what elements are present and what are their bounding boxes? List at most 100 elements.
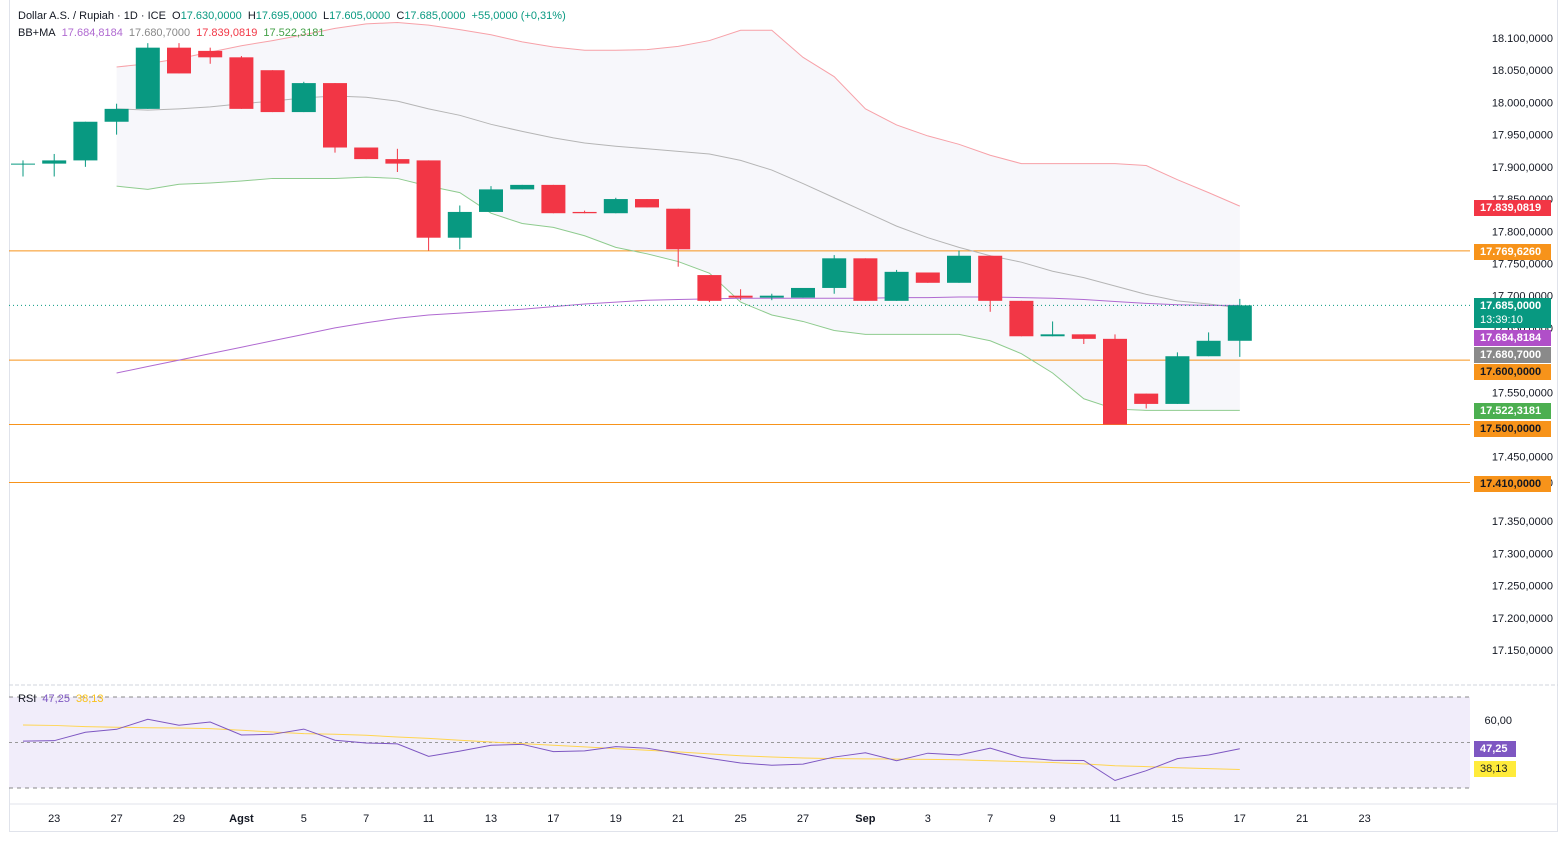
rsi-ma-value: 38,13 [76, 693, 104, 705]
candle-body [167, 47, 191, 74]
support-410-tag: 17.410,0000 [1474, 476, 1551, 492]
x-tick-label: 19 [610, 813, 622, 825]
x-tick-label: 15 [1171, 813, 1183, 825]
x-tick-label: Agst [229, 813, 254, 825]
x-tick-label: 7 [363, 813, 369, 825]
x-tick-label: 11 [1109, 813, 1120, 825]
high-value: 17.695,0000 [255, 10, 317, 22]
y-tick-label: 18.100,0000 [1492, 33, 1553, 45]
chart-frame [9, 0, 1558, 832]
rsi-band-fill [9, 697, 1470, 788]
x-tick-label: 27 [797, 813, 809, 825]
candle-body [323, 83, 347, 148]
candle-body [1134, 393, 1159, 404]
rsi-tag: 47,25 [1474, 741, 1516, 757]
candle-body [447, 211, 472, 238]
ma-tag: 17.684,8184 [1474, 330, 1551, 346]
rsi-value: 47,25 [42, 693, 70, 705]
y-tick-label: 17.250,0000 [1492, 581, 1553, 593]
change-value: +55,0000 (+0,31%) [471, 10, 566, 22]
last-price-value: 17.685,0000 [1480, 300, 1542, 312]
symbol-legend: Dollar A.S. / Rupiah · 1D · ICE O17.630,… [18, 10, 569, 22]
y-tick-label: 18.050,0000 [1492, 65, 1553, 77]
open-label: O [172, 10, 181, 22]
x-tick-label: 11 [423, 813, 434, 825]
ma-line [116, 296, 1240, 374]
candle-body [1009, 300, 1034, 337]
candle-body [1071, 334, 1096, 339]
candle-body [1040, 334, 1065, 337]
bb-basis-value: 17.680,7000 [128, 27, 191, 39]
candle-body [229, 57, 254, 109]
y-tick-label: 18.000,0000 [1492, 97, 1553, 109]
y-tick-label: 17.800,0000 [1492, 226, 1553, 238]
rsi-legend: RSI 47,25 38,13 [18, 693, 107, 705]
rsi-ma-line [22, 724, 1240, 771]
bb-label[interactable]: BB+MA [18, 27, 56, 39]
x-tick-label: 7 [987, 813, 993, 825]
countdown-value: 13:39:10 [1480, 314, 1523, 326]
y-tick-label: 17.350,0000 [1492, 516, 1553, 528]
upper-band-tag: 17.839,0819 [1474, 200, 1551, 216]
candle-body [354, 147, 379, 160]
rsi-ma-tag: 38,13 [1474, 761, 1516, 777]
bb-upper-line [116, 22, 1240, 207]
x-tick-label: 23 [1358, 813, 1370, 825]
close-value: 17.685,0000 [404, 10, 466, 22]
x-tick-label: 17 [1234, 813, 1246, 825]
rsi-tick-label: 60,00 [1484, 715, 1512, 727]
support-600-tag: 17.600,0000 [1474, 364, 1551, 380]
candle-body [853, 258, 878, 301]
x-tick-label: 9 [1050, 813, 1056, 825]
rsi-label[interactable]: RSI [18, 693, 37, 705]
x-tick-label: 5 [301, 813, 307, 825]
candle-body [666, 208, 691, 250]
candle-body [728, 295, 753, 298]
candle-body [1103, 338, 1127, 425]
candle-body [73, 121, 98, 161]
candle-body [947, 255, 971, 283]
x-tick-label: 27 [110, 813, 122, 825]
x-tick-label: 21 [1296, 813, 1308, 825]
bb-lower-value: 17.522,3181 [263, 27, 325, 39]
basis-tag: 17.680,7000 [1474, 347, 1551, 363]
candle-body [603, 199, 628, 214]
open-value: 17.630,0000 [180, 10, 242, 22]
y-tick-label: 17.150,0000 [1492, 645, 1553, 657]
candle-body [541, 184, 566, 214]
x-tick-label: 25 [734, 813, 746, 825]
bb-ma-value: 17.684,8184 [61, 27, 123, 39]
last-price-tag: 17.685,0000 13:39:10 [1474, 298, 1551, 328]
candle-body [572, 211, 597, 214]
candle-body [1165, 356, 1190, 404]
candle-body [198, 50, 223, 58]
y-tick-label: 17.550,0000 [1492, 387, 1553, 399]
low-label: L [323, 10, 330, 22]
x-tick-label: Sep [855, 813, 875, 825]
resistance-tag: 17.769,6260 [1474, 244, 1551, 260]
candle-body [510, 184, 535, 190]
x-tick-label: 17 [547, 813, 559, 825]
candle-body [635, 199, 659, 208]
x-tick-label: 29 [173, 813, 185, 825]
candle-body [291, 83, 316, 113]
y-tick-label: 17.200,0000 [1492, 613, 1553, 625]
rsi-line [22, 718, 1240, 782]
x-tick-label: 13 [485, 813, 497, 825]
symbol-title[interactable]: Dollar A.S. / Rupiah · 1D · ICE [18, 10, 166, 22]
high-label: H [247, 10, 256, 22]
candle-body [1196, 340, 1221, 357]
candle-body [915, 272, 940, 283]
x-tick-label: 23 [48, 813, 60, 825]
bb-legend: BB+MA 17.684,8184 17.680,7000 17.839,081… [18, 27, 328, 39]
x-tick-label: 3 [925, 813, 931, 825]
y-tick-label: 17.950,0000 [1492, 130, 1553, 142]
candle-body [791, 287, 815, 298]
candle-body [697, 275, 722, 301]
low-value: 17.605,0000 [329, 10, 391, 22]
candle-body [1227, 305, 1252, 341]
candle-body [135, 47, 160, 109]
candle-body [416, 160, 441, 238]
candle-body [759, 295, 784, 298]
